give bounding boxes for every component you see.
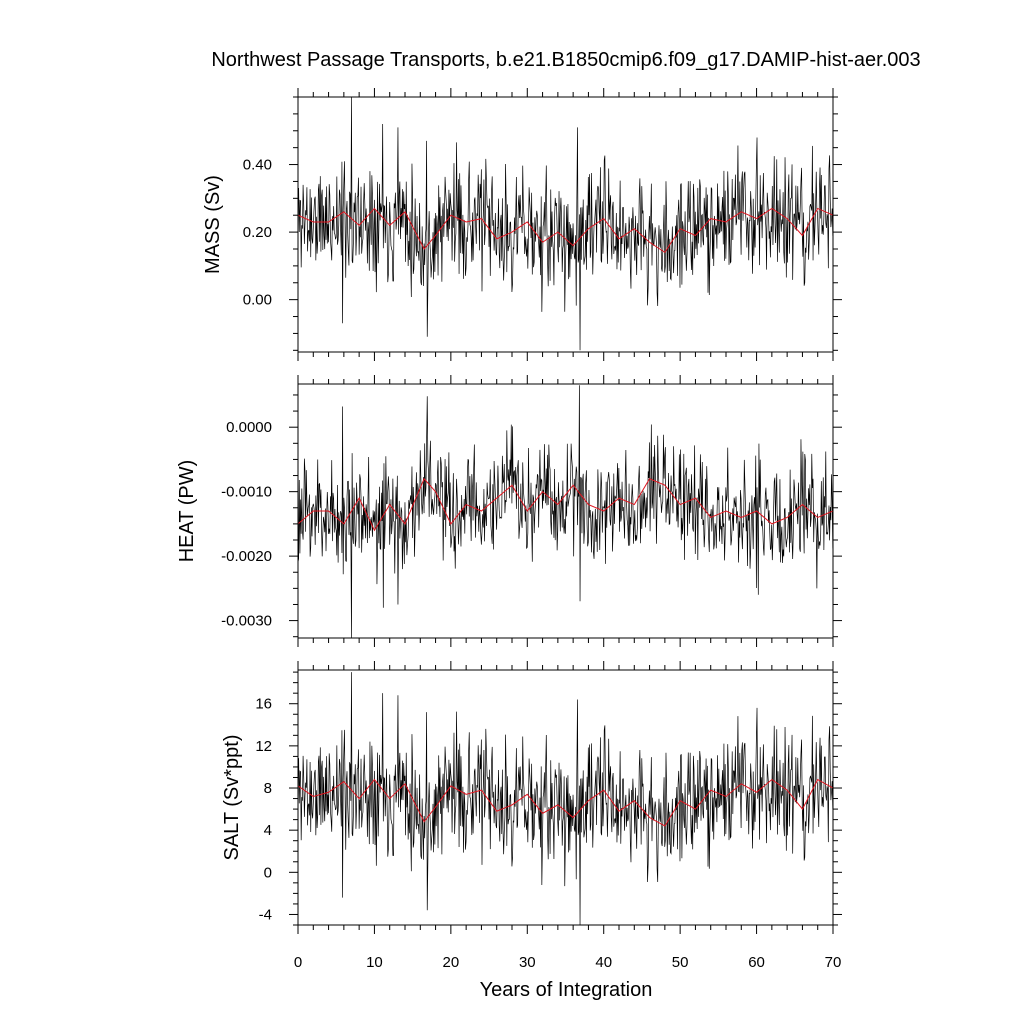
x-tick-label: 60 — [748, 954, 765, 971]
plot-frame-mass — [297, 96, 834, 353]
panel-heat: 0.0000 -0.0010 -0.0020 -0.0030 HEAT (PW) — [176, 375, 842, 647]
y-tick-label: -0.0030 — [221, 613, 272, 630]
series-raw-mass — [298, 97, 833, 351]
panel-mass: 0.00 0.20 0.40 MASS (Sv) — [202, 88, 842, 361]
series-smooth-salt — [298, 778, 833, 827]
x-tick-label: 50 — [672, 954, 689, 971]
series-raw-heat — [298, 385, 833, 638]
x-tick-label: 40 — [595, 954, 612, 971]
y-tick-label: 0.00 — [243, 292, 272, 309]
y-axis-title: SALT (Sv*ppt) — [221, 735, 243, 861]
y-tick-label: 0.40 — [243, 157, 272, 174]
plot-frame-heat — [297, 383, 834, 639]
x-tick-label: 10 — [366, 954, 383, 971]
x-tick-label: 0 — [294, 954, 302, 971]
y-tick-label: -0.0010 — [221, 484, 272, 501]
x-axis-title: Years of Integration — [480, 979, 653, 1001]
x-tick-label: 70 — [825, 954, 842, 971]
series-smooth-mass — [298, 207, 833, 254]
y-tick-label: 0 — [264, 864, 272, 881]
y-tick-label: 4 — [264, 822, 272, 839]
y-tick-label: -4 — [259, 906, 272, 923]
x-tick-label: 20 — [443, 954, 460, 971]
y-axis-title: MASS (Sv) — [202, 175, 224, 274]
y-tick-label: 0.20 — [243, 224, 272, 241]
y-tick-label: 0.0000 — [226, 419, 272, 436]
y-tick-label: 8 — [264, 780, 272, 797]
series-smooth-heat — [298, 477, 833, 532]
panel-salt: -4 0 4 8 12 16 SALT (Sv*ppt) 0 10 20 30 40 50 60 70 — [221, 661, 842, 971]
plot-frame-salt — [297, 669, 834, 926]
series-raw-salt — [298, 672, 833, 925]
y-axis-title: HEAT (PW) — [176, 460, 198, 563]
y-tick-label: 12 — [255, 738, 272, 755]
y-tick-label: 16 — [255, 696, 272, 713]
panels: 0.00 0.20 0.40 MASS (Sv) 0.0000 -0.0010 -0.002… — [176, 88, 842, 971]
chart-title: Northwest Passage Transports, b.e21.B185… — [211, 49, 920, 71]
x-tick-label: 30 — [519, 954, 536, 971]
y-tick-label: -0.0020 — [221, 548, 272, 565]
